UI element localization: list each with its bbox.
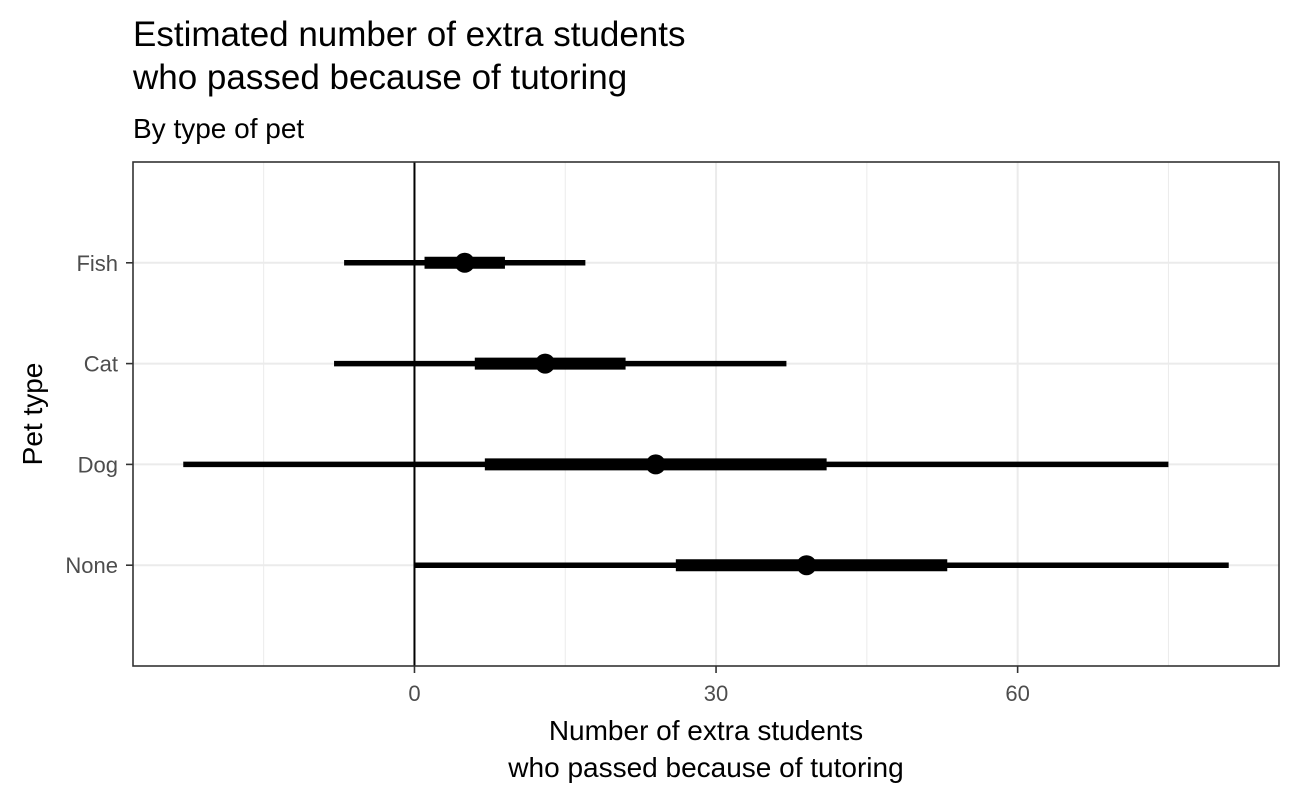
point-estimate-dog [645,454,666,475]
x-axis-title-line-1: Number of extra students [549,715,863,746]
x-tick-label: 60 [1005,681,1029,706]
y-axis-title: Pet type [17,363,48,466]
plot-panel-border [132,161,1280,667]
x-axis-title-line-2: who passed because of tutoring [507,752,903,783]
y-tick-label: None [65,553,118,578]
x-tick-label: 30 [704,681,728,706]
y-tick-label: Cat [84,352,118,377]
y-tick-label: Fish [76,251,118,276]
y-tick-label: Dog [78,452,118,477]
chart-title-line-2: who passed because of tutoring [132,58,627,97]
point-estimate-none [796,555,817,576]
axis-ticks-and-labels: 0 30 60 None Dog Cat Fish [65,251,1029,706]
plot-panel [133,162,1279,666]
chart-subtitle: By type of pet [133,113,304,144]
point-estimate-cat [535,353,556,374]
x-tick-label: 0 [408,681,420,706]
interval-marks [183,252,1229,576]
point-estimate-fish [454,252,475,273]
chart-title-line-1: Estimated number of extra students [133,15,686,54]
